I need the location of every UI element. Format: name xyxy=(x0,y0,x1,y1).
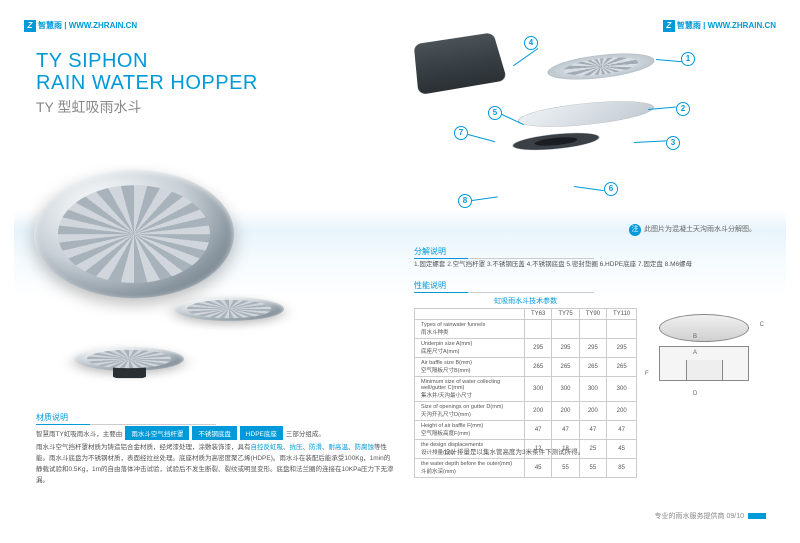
exploded-view: 1 2 3 4 5 6 7 8 xyxy=(416,34,706,234)
dimension-diagram: C B A D F xyxy=(651,314,756,389)
material-tags: 智慧雨TY虹吸雨水斗，主要由 雨水斗空气挡杆罩 不锈钢底盘 HDPE底座 三部分… xyxy=(36,426,325,440)
header-right: 智慧雨 | WWW.ZHRAIN.CN xyxy=(663,20,776,32)
title-en-2: RAIN WATER HOPPER xyxy=(36,72,258,94)
part-hdpe-base xyxy=(414,32,507,95)
title-en-1: TY SIPHON xyxy=(36,50,258,72)
header-left: 智慧雨 | WWW.ZHRAIN.CN xyxy=(24,20,137,32)
callout-6: 6 xyxy=(604,182,618,196)
product-hero-2 xyxy=(174,274,284,344)
section-parts-label: 分解说明 xyxy=(414,246,446,259)
callout-2: 2 xyxy=(676,102,690,116)
callout-8: 8 xyxy=(458,194,472,208)
part-gasket xyxy=(508,129,604,153)
exploded-note: 此图片为混凝土天沟雨水斗分解图。 xyxy=(629,224,756,236)
callout-3: 3 xyxy=(666,136,680,150)
callout-7: 7 xyxy=(454,126,468,140)
page-title: TY SIPHON RAIN WATER HOPPER TY 型虹吸雨水斗 xyxy=(36,50,258,117)
section-material-label: 材质说明 xyxy=(36,412,68,425)
title-cn: TY 型虹吸雨水斗 xyxy=(36,97,258,117)
material-body: 雨水斗空气挡杆罩材质为铸造铝合金材质，经烤漆处理，涂敷装饰漆，具有自控反虹吸、抗… xyxy=(36,442,396,486)
section-perf-label: 性能说明 xyxy=(414,280,446,293)
page-footer: 专业的雨水服务提供商 09/10 xyxy=(655,511,766,521)
callout-1: 1 xyxy=(681,52,695,66)
product-hero-3 xyxy=(74,324,184,394)
parts-list: 1.固定螺套 2.空气挡杆罩 3.不锈钢压盖 4.不锈钢底盘 5.密封垫圈 6.… xyxy=(414,260,692,269)
tag-2: 不锈钢底盘 xyxy=(192,426,237,440)
callout-5: 5 xyxy=(488,106,502,120)
part-steel-plate xyxy=(512,96,660,132)
table-title: 虹吸雨水斗技术参数 xyxy=(414,296,637,306)
tag-1: 雨水斗空气挡杆罩 xyxy=(125,426,189,440)
design-note: 设计排量是以集水管高度为3米条件下测试所得。 xyxy=(444,446,584,456)
tag-3: HDPE底座 xyxy=(240,426,283,440)
part-top-cover xyxy=(542,49,660,85)
